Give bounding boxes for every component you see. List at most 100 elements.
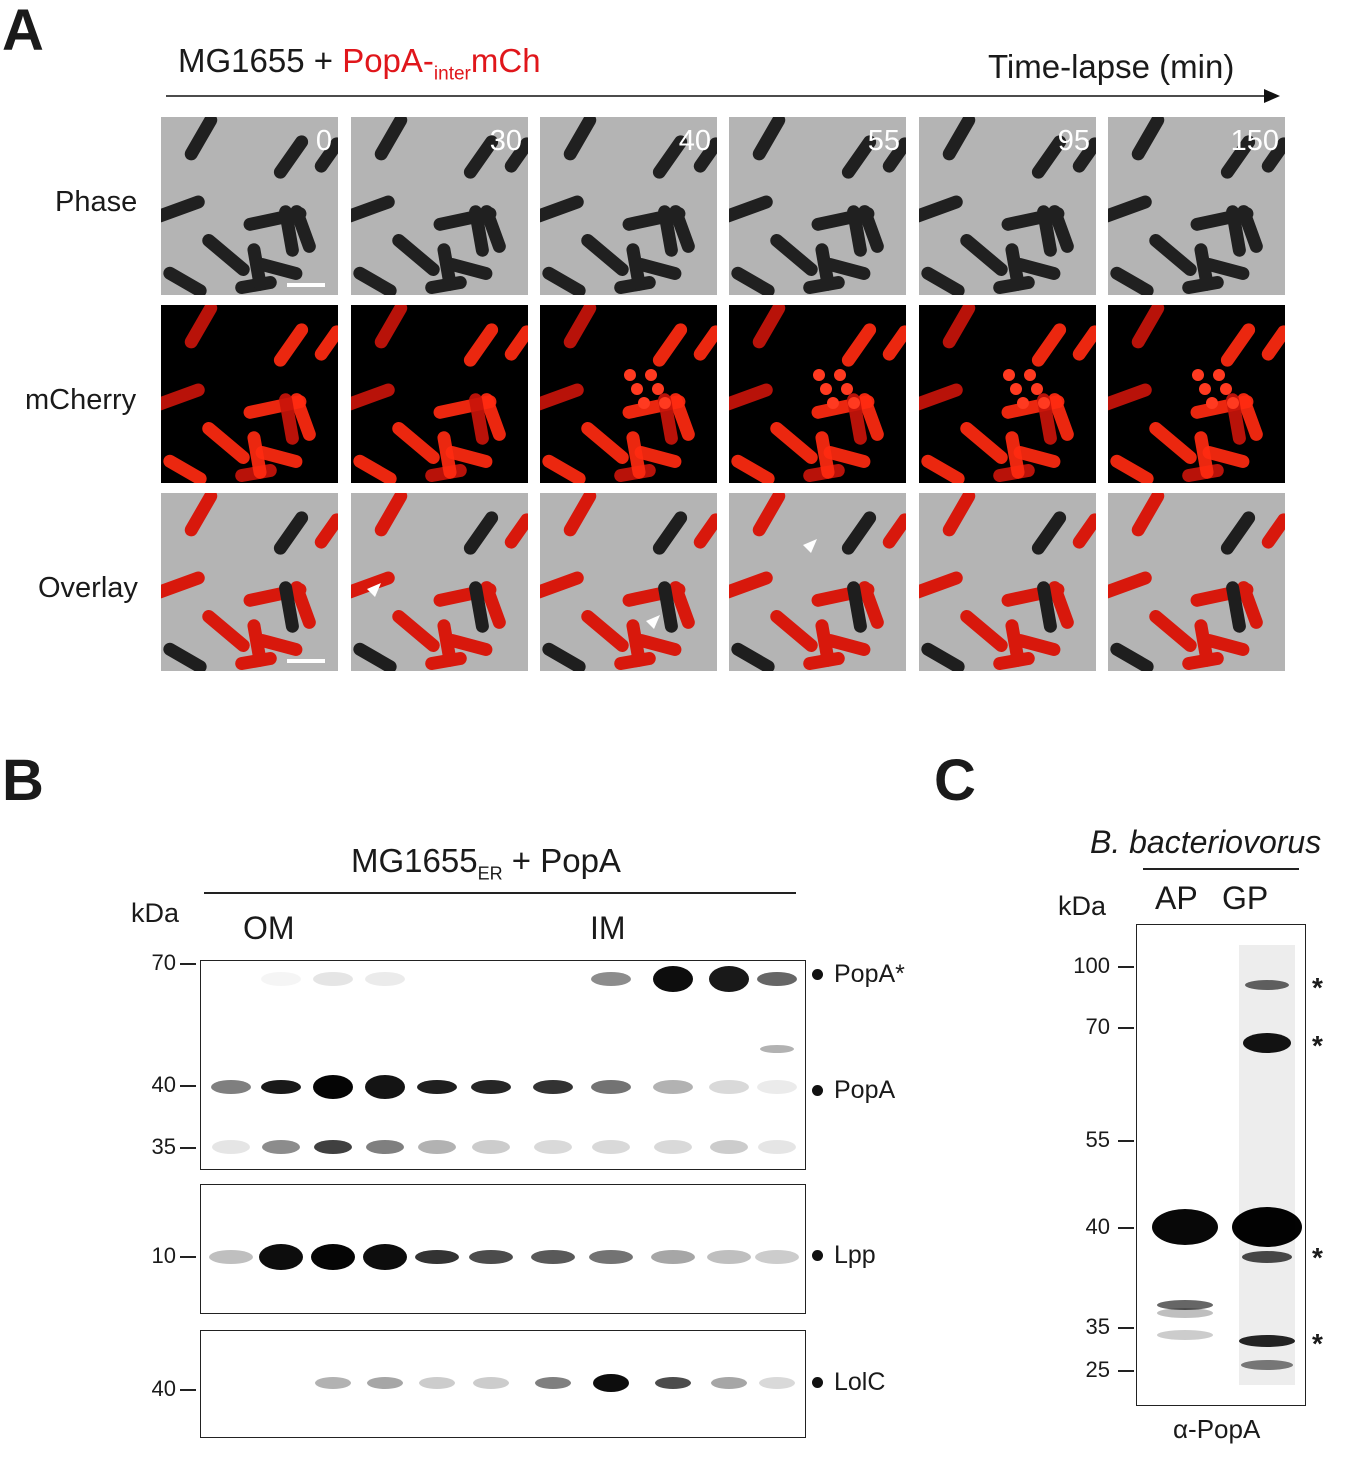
species-label: B. bacteriovorus [1090,824,1322,860]
tick-10: 10 [151,1243,176,1268]
blot-band [261,972,301,986]
blot-band [535,1377,571,1389]
blot-band [418,1140,456,1154]
blot-band [755,1250,799,1264]
blot-band [591,1080,631,1094]
blot-band [1243,1033,1291,1053]
arrowhead-icon [646,615,660,629]
micrograph-phase-95: 95 [919,117,1096,295]
blot-band [1152,1209,1218,1245]
blot-band [1157,1300,1213,1310]
blot-band [313,972,353,986]
strain-label: MG1655 + [178,42,343,79]
tick-mark [180,1147,196,1149]
blot-band [1242,1251,1292,1263]
time-arrow [166,89,1280,103]
bullet [812,1377,823,1388]
blot-band [212,1140,250,1154]
panel-c-letter: C [934,748,976,813]
row-label-phase: Phase [55,186,138,218]
micrograph-phase-55: 55 [729,117,906,295]
blot-band [655,1377,691,1389]
panel-a-title: MG1655 + PopA-intermCh [178,42,541,86]
asterisk: * [1312,1328,1323,1359]
lane-label-ap: AP [1155,880,1198,916]
blot-band [757,972,797,986]
blot-band [469,1250,513,1264]
blot-band [363,1244,407,1270]
micrograph-phase-0: 0 [161,117,338,295]
micrograph-mcherry-55 [729,305,906,483]
timepoint-label: 55 [867,125,900,157]
asterisk: * [1312,1242,1323,1273]
tick-mark [1118,966,1134,968]
blot-band [710,1140,748,1154]
timepoint-label: 0 [315,125,332,157]
blot-band [211,1080,251,1094]
band-label-popa: PopA [834,1076,896,1104]
tick-40-lolc: 40 [151,1376,176,1401]
blot-band [259,1244,303,1270]
blot-band [533,1080,573,1094]
blot-band [417,1080,457,1094]
tick-c-55: 55 [1085,1127,1110,1152]
micrograph-mcherry-0 [161,305,338,483]
band-label-lolc: LolC [834,1368,886,1396]
blot-band [311,1244,355,1270]
tick-70: 70 [151,950,176,975]
scale-bar [287,659,325,663]
blot-band [1245,980,1289,990]
tick-c-25: 25 [1085,1357,1110,1382]
blot-band [366,1140,404,1154]
arrowhead-icon [367,583,381,597]
micrograph-mcherry-30 [351,305,528,483]
blot-band [471,1080,511,1094]
blot-band [711,1377,747,1389]
micrograph-phase-40: 40 [540,117,717,295]
blot-band [365,972,405,986]
blot-band [654,1140,692,1154]
blot-band [262,1140,300,1154]
tick-c-100: 100 [1073,953,1110,978]
micrograph-overlay-0 [161,493,338,671]
blot-band [1232,1207,1302,1247]
blot-lolc [200,1330,806,1438]
blot-band [1157,1308,1213,1318]
blot-band [707,1250,751,1264]
micrograph-mcherry-40 [540,305,717,483]
species-rule [1143,868,1299,870]
tick-mark [1118,1227,1134,1229]
blot-band [367,1377,403,1389]
antibody-label: α-PopA [1173,1414,1261,1444]
blot-lpp [200,1184,806,1314]
tick-mark [1118,1140,1134,1142]
bullet [812,1250,823,1261]
blot-band [419,1377,455,1389]
blot-popa [200,960,806,1170]
panel-b-title-rule [204,892,796,894]
blot-band [760,1045,794,1053]
micrograph-phase-150: 150 [1108,117,1285,295]
timepoint-label: 150 [1230,125,1279,157]
blot-band [591,972,631,986]
om-label: OM [243,910,295,946]
blot-band [534,1140,572,1154]
construct-label: PopA-intermCh [342,42,541,85]
timepoint-label: 95 [1057,125,1090,157]
panel-b-kda: kDa [131,898,180,928]
micrograph-overlay-55 [729,493,906,671]
blot-band [261,1080,301,1094]
blot-band [473,1377,509,1389]
band-label-lpp: Lpp [834,1241,876,1269]
tick-mark [180,1085,196,1087]
blot-band [593,1374,629,1392]
blot-band [758,1140,796,1154]
blot-band [531,1250,575,1264]
bullet [812,969,823,980]
blot-c [1136,924,1306,1406]
blot-band [415,1250,459,1264]
lane-smear [1239,945,1295,1385]
timepoint-label: 40 [678,125,711,157]
scale-bar [287,283,325,287]
tick-mark [1118,1327,1134,1329]
